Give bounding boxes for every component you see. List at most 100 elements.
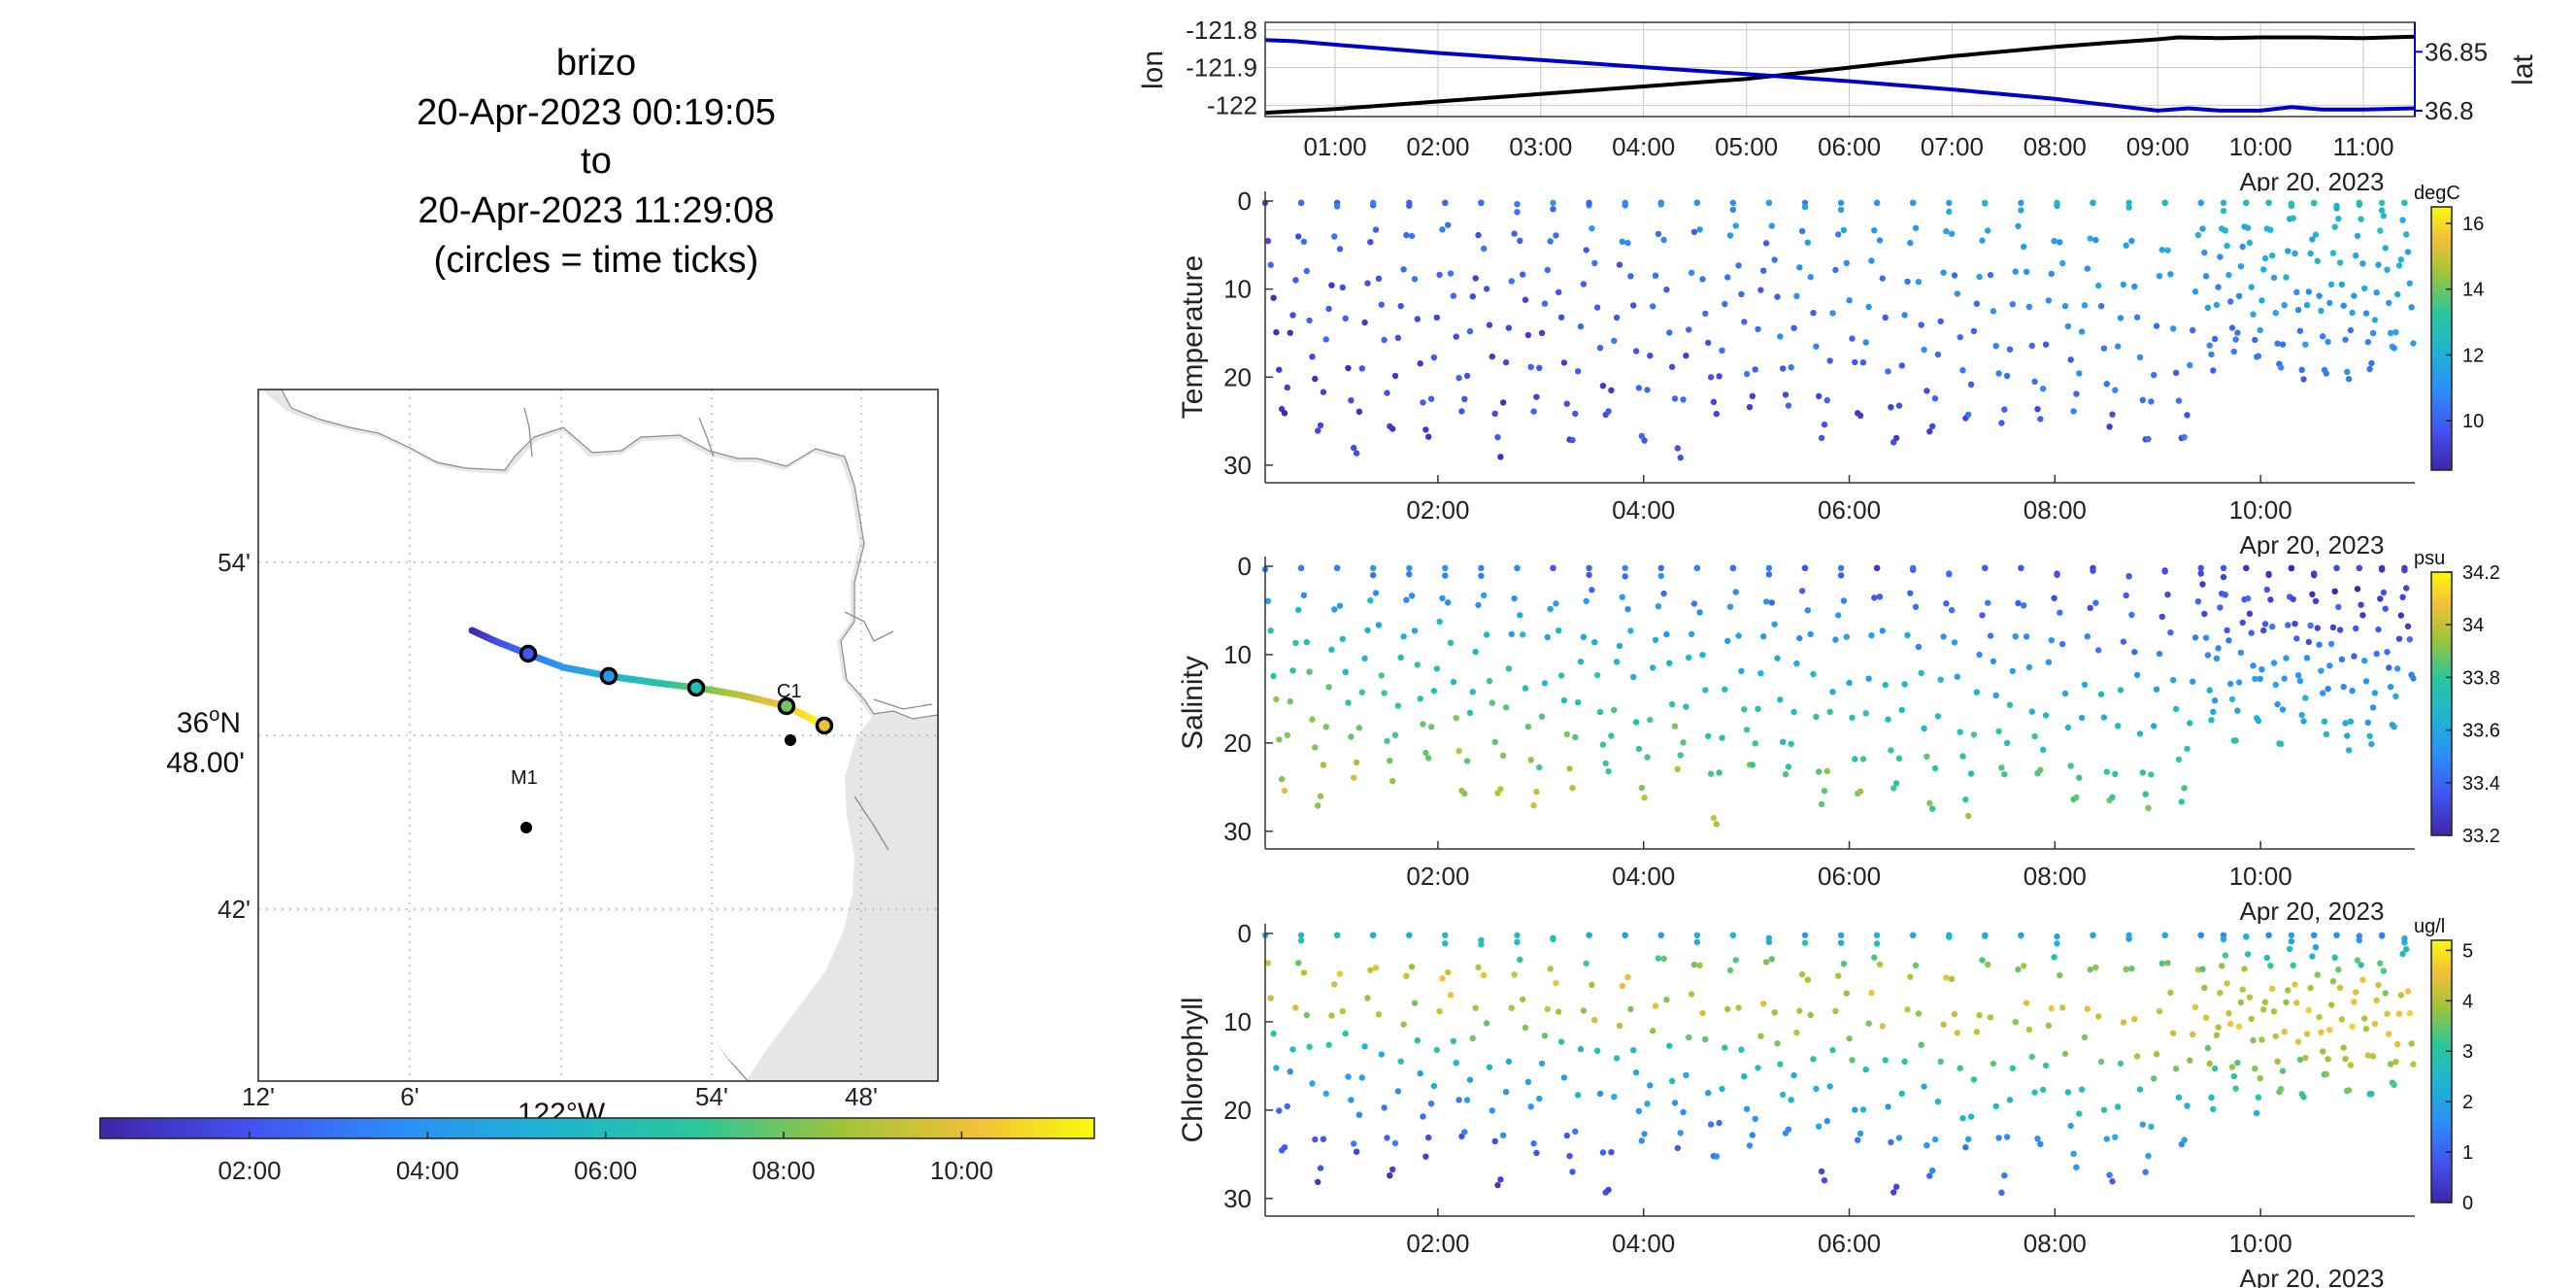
salinity-point (2015, 599, 2022, 607)
chlorophyll-point (1777, 1061, 1784, 1068)
salinity-point (1276, 736, 1283, 743)
temperature-point (2023, 268, 2030, 275)
temperature-point (1729, 206, 1737, 214)
salinity-colorbar-tick: 33.6 (2462, 721, 2500, 742)
chlorophyll-point (1630, 1047, 1637, 1054)
salinity-point (1882, 681, 1889, 689)
temperature-point (2109, 411, 2116, 418)
temperature-point (1508, 278, 1516, 285)
chlorophyll-point (2054, 933, 2060, 940)
salinity-point (1888, 747, 1894, 754)
salinity-point (1489, 699, 1496, 706)
salinity-point (2373, 650, 2380, 658)
salinity-point (1705, 732, 1712, 740)
temperature-point (1436, 271, 1443, 279)
salinity-point (1671, 723, 1679, 729)
chlorophyll-point (2123, 966, 2129, 972)
salinity-point (1400, 633, 1407, 640)
salinity-point (2120, 638, 2127, 645)
chlorophyll-point (2290, 962, 2296, 969)
salinity-point (1743, 727, 1751, 733)
salinity-xtick: 06:00 (1818, 862, 1881, 891)
chlorophyll-point (1865, 1020, 1872, 1027)
temperature-point (2353, 252, 2359, 259)
salinity-point (2323, 730, 2329, 738)
salinity-point (1508, 630, 1516, 638)
chlorophyll-point (1690, 962, 1698, 968)
chlorophyll-point (1425, 1134, 1432, 1141)
temperature-point (2025, 303, 2033, 310)
chlorophyll-point (2021, 963, 2027, 969)
chlorophyll-point (1829, 1046, 1836, 1054)
salinity-point (2084, 633, 2091, 640)
chlorophyll-point (1303, 1011, 1311, 1019)
temperature-point (1328, 282, 1335, 288)
chlorophyll-point (1970, 1076, 1978, 1083)
chlorophyll-point (1926, 1172, 1933, 1179)
salinity-point (1926, 799, 1933, 806)
temperature-point (2018, 199, 2024, 206)
chlorophyll-point (2090, 932, 2096, 938)
salinity-point (1442, 572, 1449, 579)
temperature-point (2037, 416, 2044, 423)
temperature-point (1768, 222, 1776, 229)
salinity-ylabel: Salinity (1177, 656, 1209, 750)
title-to: to (581, 141, 612, 182)
temperature-point (2224, 242, 2230, 250)
temperature-xtick: 02:00 (1406, 495, 1469, 525)
temperature-point (1807, 274, 1814, 281)
salinity-point (1749, 762, 1756, 768)
temperature-point (1657, 201, 1664, 208)
temperature-point (1716, 373, 1723, 380)
chlorophyll-point (1505, 1058, 1513, 1066)
chlorophyll-point (2003, 1134, 2011, 1140)
chlorophyll-point (1627, 1005, 1634, 1013)
chlorophyll-point (2158, 960, 2165, 966)
salinity-point (1790, 708, 1797, 716)
chlorophyll-point (1331, 981, 1338, 988)
chlorophyll-point (2303, 1031, 2311, 1037)
temperature-point (2187, 361, 2193, 369)
temperature-point (1616, 261, 1623, 268)
temperature-point (1364, 280, 1371, 287)
temperature-point (2257, 326, 2263, 334)
salinity-point (1768, 599, 1776, 606)
temperature-point (1666, 329, 1673, 336)
chlorophyll-point (1992, 1102, 1999, 1110)
river-3 (844, 611, 894, 642)
temperature-point (1586, 199, 1592, 206)
salinity-point (1491, 738, 1498, 746)
chlorophyll-point (1364, 995, 1371, 1001)
temperature-point (1483, 286, 1490, 292)
salinity-point (1910, 564, 1917, 571)
chlorophyll-point (2300, 1094, 2307, 1101)
chlorophyll-point (2311, 932, 2318, 938)
salinity-point (1729, 564, 1737, 572)
chlorophyll-point (1320, 1135, 1327, 1142)
temperature-xtick: 10:00 (2229, 495, 2292, 525)
map-lat-tick-42: 42' (217, 895, 251, 924)
chlorophyll-point (1821, 1177, 1828, 1184)
salinity-colorbar-tick: 33.4 (2462, 773, 2500, 795)
chlorophyll-point (1666, 1042, 1673, 1049)
temperature-point (1998, 420, 2005, 426)
temperature-point (1411, 276, 1419, 283)
chlorophyll-point (2057, 972, 2063, 979)
chlorophyll-point (2248, 1015, 2255, 1023)
temperature-point (1375, 275, 1383, 282)
salinity-point (2325, 685, 2331, 693)
temperature-point (1985, 227, 1991, 234)
temperature-point (2294, 306, 2302, 314)
temperature-point (1583, 247, 1589, 254)
salinity-point (1954, 673, 1961, 680)
salinity-point (1325, 684, 1332, 691)
position-xtick: 06:00 (1818, 132, 1881, 161)
chlorophyll-colorbar (2430, 939, 2453, 1203)
temperature-point (1322, 336, 1329, 343)
salinity-point (1990, 658, 1997, 664)
salinity-point (1436, 618, 1443, 626)
salinity-point (1816, 768, 1823, 775)
salinity-point (1550, 564, 1556, 571)
temperature-point (2255, 353, 2262, 359)
temperature-point (1458, 408, 1465, 415)
